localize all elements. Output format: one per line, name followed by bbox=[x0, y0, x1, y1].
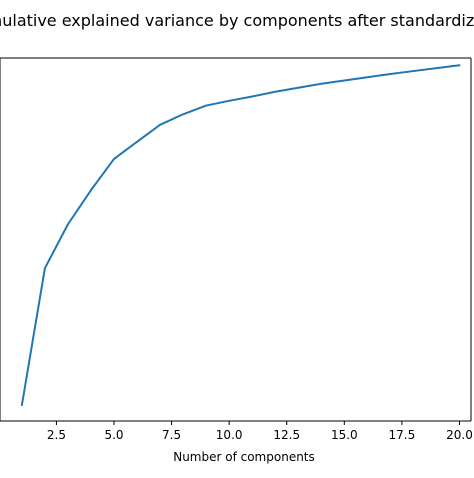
x-tick-label: 12.5 bbox=[273, 428, 300, 442]
x-tick-label: 2.5 bbox=[47, 428, 66, 442]
data-point bbox=[366, 76, 369, 79]
x-axis-ticks: 2.5 5.0 7.5 10.0 12.5 15.0 17.5 20.0 bbox=[47, 421, 473, 442]
data-point bbox=[228, 100, 230, 102]
data-point bbox=[159, 123, 161, 126]
data-point bbox=[182, 113, 184, 116]
data-point bbox=[90, 189, 92, 191]
x-tick-label: 20.0 bbox=[446, 428, 473, 442]
data-point bbox=[113, 158, 115, 160]
x-axis-label: Number of components bbox=[173, 450, 315, 464]
x-tick-label: 7.5 bbox=[162, 428, 181, 442]
data-point bbox=[389, 73, 392, 75]
plot-axes bbox=[0, 57, 472, 422]
data-point bbox=[320, 82, 323, 85]
data-point bbox=[251, 95, 253, 98]
series-layer bbox=[20, 64, 461, 407]
data-point bbox=[412, 70, 415, 72]
x-tick-label: 10.0 bbox=[216, 428, 243, 442]
data-point bbox=[297, 86, 300, 89]
chart-title: Cumulative explained variance by compone… bbox=[0, 11, 474, 30]
data-point bbox=[21, 404, 23, 406]
x-tick-label: 15.0 bbox=[331, 428, 358, 442]
data-point bbox=[205, 104, 207, 107]
x-tick-label: 5.0 bbox=[104, 428, 123, 442]
series-line bbox=[20, 64, 461, 407]
data-point bbox=[136, 141, 138, 143]
data-point bbox=[67, 223, 69, 226]
data-point bbox=[435, 67, 438, 69]
data-point bbox=[343, 79, 346, 82]
data-point bbox=[44, 267, 46, 269]
x-tick-label: 17.5 bbox=[389, 428, 416, 442]
data-point bbox=[274, 90, 277, 93]
data-point bbox=[458, 64, 461, 67]
